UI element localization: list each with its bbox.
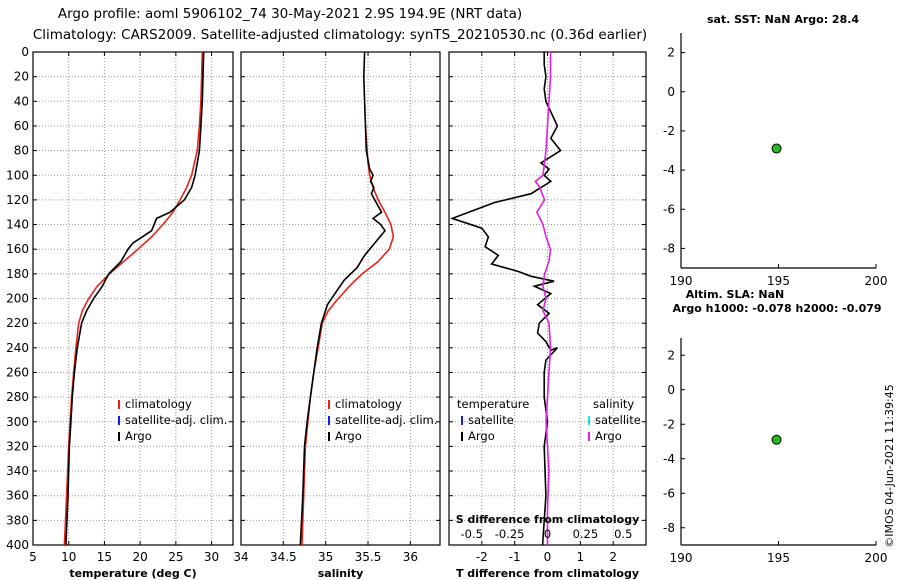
legend-label: satellite-adj. clim. <box>125 413 227 427</box>
legend-label: Argo <box>468 429 495 443</box>
sla-panel-title-line2: Argo h1000: -0.078 h2000: -0.079 <box>672 302 881 315</box>
difference-plot: -2 -1 0 1 2 T difference from climatology S di… <box>448 51 647 580</box>
figure-title-line2: Climatology: CARS2009. Satellite-adjuste… <box>33 27 647 43</box>
temperature-legend: climatology satellite-adj. clim. Argo <box>118 397 227 443</box>
x-tick-label: 30 <box>204 550 219 564</box>
x-tick-label: 195 <box>767 274 790 288</box>
series-climatology <box>63 51 204 546</box>
x-tick-label: 200 <box>865 551 888 565</box>
argo-position-marker <box>771 434 782 445</box>
x-tick-label: 10 <box>61 550 76 564</box>
x2-tick-label: -0.25 <box>495 527 525 541</box>
legend-label: satellite <box>595 413 641 427</box>
y-tick-label: 240 <box>6 341 29 355</box>
y-tick-label: 360 <box>6 489 29 503</box>
sst-plot: 2 0 -2 -4 -6 -8 190 195 200 <box>663 33 887 288</box>
sla-plot: 2 0 -2 -4 -6 -8 190 195 200 <box>663 338 887 565</box>
sst-panel-title: sat. SST: NaN Argo: 28.4 <box>707 13 859 26</box>
legend-label: climatology <box>335 397 402 411</box>
y-tick-label: 2 <box>667 46 675 60</box>
y-tick-label: 0 <box>667 383 675 397</box>
y-tick-label: 2 <box>667 348 675 362</box>
x-tick-label: 34 <box>233 550 248 564</box>
y-tick-label: -8 <box>663 241 675 255</box>
y-tick-label: 100 <box>6 168 29 182</box>
y-tick-label: 160 <box>6 242 29 256</box>
legend-label: Argo <box>125 429 152 443</box>
imos-watermark: ©IMOS 04-Jun-2021 11:39:45 <box>883 384 896 548</box>
x-tick-label: 5 <box>29 550 37 564</box>
x-tick-label: 200 <box>865 274 888 288</box>
y-tick-label: 280 <box>6 390 29 404</box>
x-tick-label: 36 <box>403 550 418 564</box>
y-tick-label: 20 <box>14 70 29 84</box>
x-axis-label: temperature (deg C) <box>69 567 196 580</box>
x-tick-label: 2 <box>609 550 617 564</box>
y-tick-label: -2 <box>663 124 675 138</box>
y-tick-label: -2 <box>663 417 675 431</box>
y-tick-label: 200 <box>6 292 29 306</box>
salinity-legend: climatology satellite-adj. clim. Argo <box>328 397 437 443</box>
x-tick-label: 195 <box>767 551 790 565</box>
series-argo <box>65 51 205 546</box>
y-tick-label: 0 <box>667 85 675 99</box>
x-tick-label: 1 <box>577 550 585 564</box>
temperature-plot: 5 10 15 20 25 30 temperature (deg C) 0 20 40 60 80 1… <box>6 45 234 580</box>
x-tick-label: 34.5 <box>270 550 297 564</box>
y-tick-label: 180 <box>6 267 29 281</box>
y-tick-label: 140 <box>6 218 29 232</box>
legend-title-temperature: temperature <box>457 397 529 411</box>
x-tick-label: 0 <box>544 550 552 564</box>
sla-panel-title-line1: Altim. SLA: NaN <box>686 288 785 301</box>
x-tick-label: 190 <box>670 551 693 565</box>
argo-position-marker <box>771 143 782 154</box>
y-tick-label: 340 <box>6 464 29 478</box>
x-tick-label: 190 <box>670 274 693 288</box>
y-tick-label: -6 <box>663 202 675 216</box>
x-tick-label: -2 <box>476 550 488 564</box>
y-tick-label: 60 <box>14 119 29 133</box>
legend-label: satellite <box>468 413 514 427</box>
y-tick-label: 40 <box>14 94 29 108</box>
x-tick-label: 20 <box>133 550 148 564</box>
salinity-plot: 34 34.5 35 35.5 36 salinity climatology satelli… <box>233 51 441 580</box>
y-tick-label: 400 <box>6 538 29 552</box>
series-s-argo-clim <box>534 52 552 545</box>
x2-tick-label: 0.5 <box>614 527 632 541</box>
x-tick-label: 35 <box>318 550 333 564</box>
x2-tick-label: 0 <box>544 527 551 541</box>
x2-tick-label: 0.25 <box>573 527 599 541</box>
difference-legend: temperature salinity satellite Argo satellit… <box>457 397 641 443</box>
y-tick-label: 0 <box>21 45 29 59</box>
legend-label: satellite-adj. clim. <box>335 413 437 427</box>
legend-title-salinity: salinity <box>593 397 634 411</box>
x-tick-label: 25 <box>168 550 183 564</box>
legend-label: Argo <box>335 429 362 443</box>
series-argo <box>299 51 387 546</box>
x-tick-label: -1 <box>509 550 521 564</box>
y-tick-label: 300 <box>6 415 29 429</box>
x-tick-label: 15 <box>97 550 112 564</box>
x-tick-label: 35.5 <box>355 550 382 564</box>
y-tick-label: 80 <box>14 144 29 158</box>
y-tick-label: -4 <box>663 163 675 177</box>
series-climatology <box>301 125 395 546</box>
legend-label: climatology <box>125 397 192 411</box>
y-tick-label: 120 <box>6 193 29 207</box>
y-tick-label: 320 <box>6 439 29 453</box>
x2-tick-label: -0.5 <box>461 527 483 541</box>
series-t-argo-clim <box>449 52 562 546</box>
x2-axis-label: S difference from climatology <box>456 513 640 526</box>
figure-title-line1: Argo profile: aoml 5906102_74 30-May-202… <box>58 6 522 22</box>
y-tick-label: 220 <box>6 316 29 330</box>
y-tick-label: -4 <box>663 452 675 466</box>
y-tick-label: -6 <box>663 486 675 500</box>
x-axis-label: salinity <box>318 567 364 580</box>
x-axis-label: T difference from climatology <box>456 567 639 580</box>
y-tick-label: 380 <box>6 513 29 527</box>
y-tick-label: -8 <box>663 521 675 535</box>
legend-label: Argo <box>595 429 622 443</box>
y-tick-label: 260 <box>6 365 29 379</box>
